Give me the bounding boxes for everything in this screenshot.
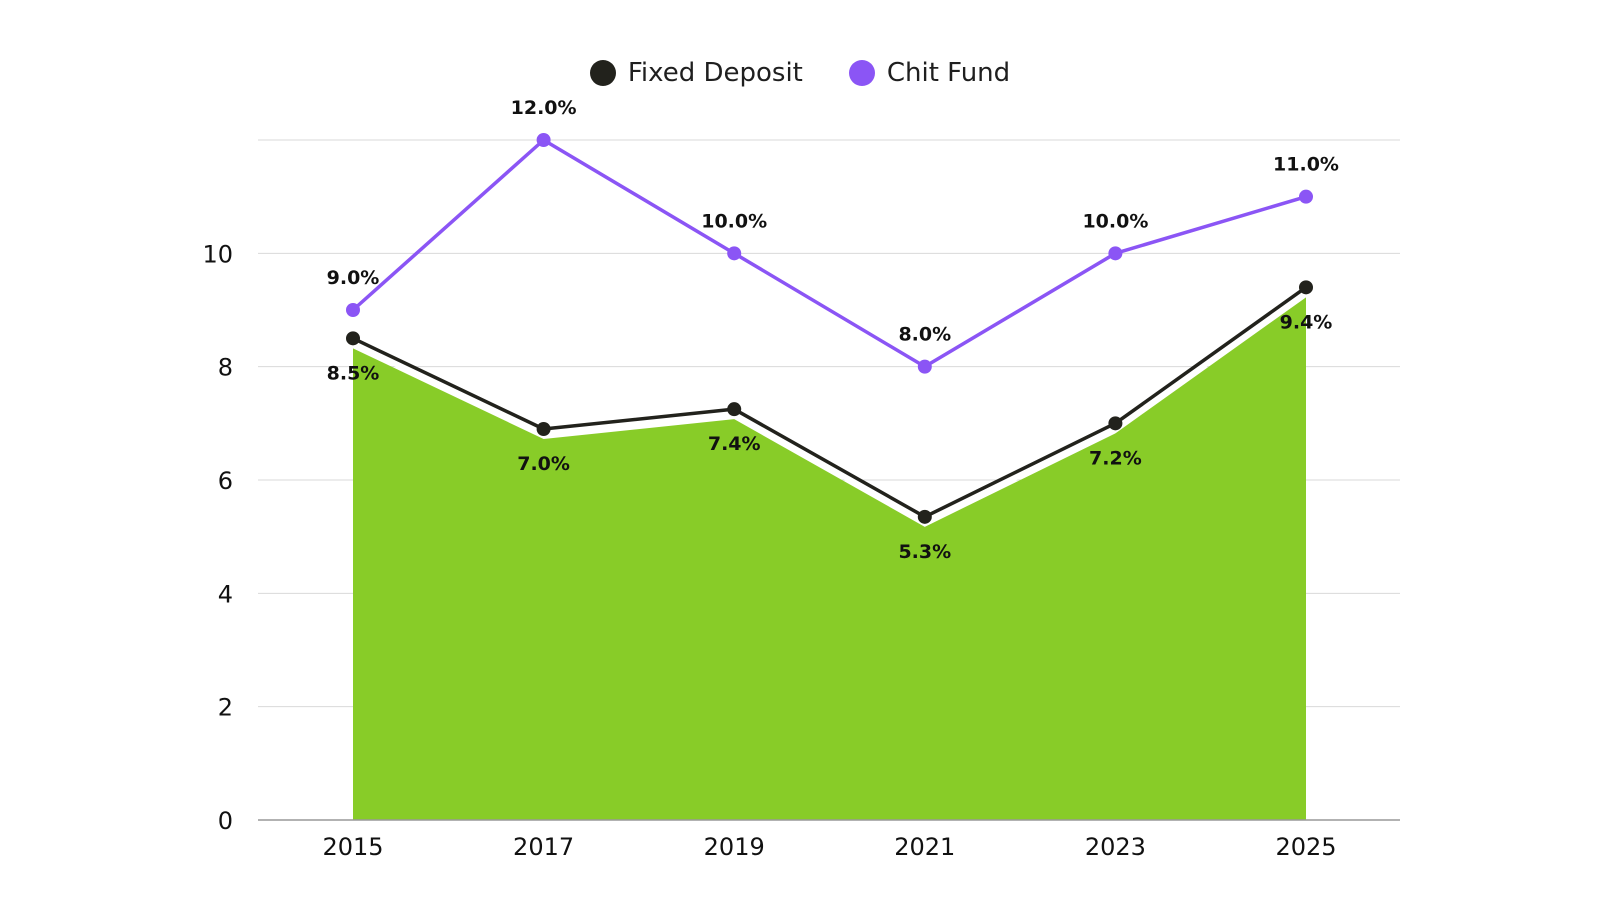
series-line-chit-fund <box>351 138 1307 369</box>
data-point-chit-fund <box>1108 246 1123 261</box>
data-label-chit-fund: 10.0% <box>701 210 767 232</box>
data-point-chit-fund <box>727 246 742 261</box>
area-highlight <box>351 289 1308 526</box>
data-label-fixed-deposit: 8.5% <box>327 362 380 384</box>
data-point-chit-fund <box>917 359 932 374</box>
data-point-chit-fund <box>1299 189 1313 204</box>
x-tick-label: 2021 <box>894 833 955 861</box>
x-tick-label: 2015 <box>322 833 383 861</box>
y-tick-label: 10 <box>202 240 233 268</box>
y-tick-label: 2 <box>218 694 233 722</box>
y-tick-label: 0 <box>218 807 233 835</box>
legend-label-fixed-deposit: Fixed Deposit <box>627 58 803 88</box>
data-point-fixed-deposit <box>1299 280 1313 295</box>
data-label-chit-fund: 8.0% <box>898 324 951 346</box>
x-tick-label: 2023 <box>1085 833 1146 861</box>
legend-swatch-chit-fund <box>848 60 875 86</box>
area-fixed-deposit <box>353 297 1306 820</box>
legend: Fixed Deposit Chit Fund <box>0 58 1600 88</box>
data-point-fixed-deposit <box>917 509 932 524</box>
data-label-fixed-deposit: 9.4% <box>1280 311 1333 333</box>
data-point-chit-fund <box>346 303 360 317</box>
data-point-fixed-deposit <box>536 422 551 436</box>
y-tick-label: 4 <box>218 580 233 608</box>
legend-label-chit-fund: Chit Fund <box>886 58 1011 88</box>
data-label-chit-fund: 10.0% <box>1082 210 1148 232</box>
legend-swatch-fixed-deposit <box>589 60 616 86</box>
x-tick-label: 2019 <box>704 833 765 861</box>
data-label-fixed-deposit: 7.4% <box>708 433 761 455</box>
x-tick-label: 2025 <box>1275 833 1336 861</box>
data-label-fixed-deposit: 7.0% <box>517 453 570 475</box>
data-point-chit-fund <box>536 133 551 147</box>
data-label-chit-fund: 11.0% <box>1273 154 1339 176</box>
data-point-fixed-deposit <box>346 331 360 346</box>
x-tick-label: 2017 <box>513 833 574 861</box>
data-label-chit-fund: 12.0% <box>511 97 577 119</box>
y-tick-label: 8 <box>218 354 233 382</box>
data-point-fixed-deposit <box>1108 416 1123 431</box>
data-point-fixed-deposit <box>727 402 742 417</box>
data-label-fixed-deposit: 5.3% <box>898 541 951 563</box>
series-line-fixed-deposit <box>352 285 1308 519</box>
y-tick-label: 6 <box>218 467 233 495</box>
legend-item-fixed-deposit[interactable]: Fixed Deposit <box>589 58 803 88</box>
data-label-fixed-deposit: 7.2% <box>1089 447 1142 469</box>
data-label-chit-fund: 9.0% <box>327 267 380 289</box>
legend-item-chit-fund[interactable]: Chit Fund <box>848 58 1011 88</box>
